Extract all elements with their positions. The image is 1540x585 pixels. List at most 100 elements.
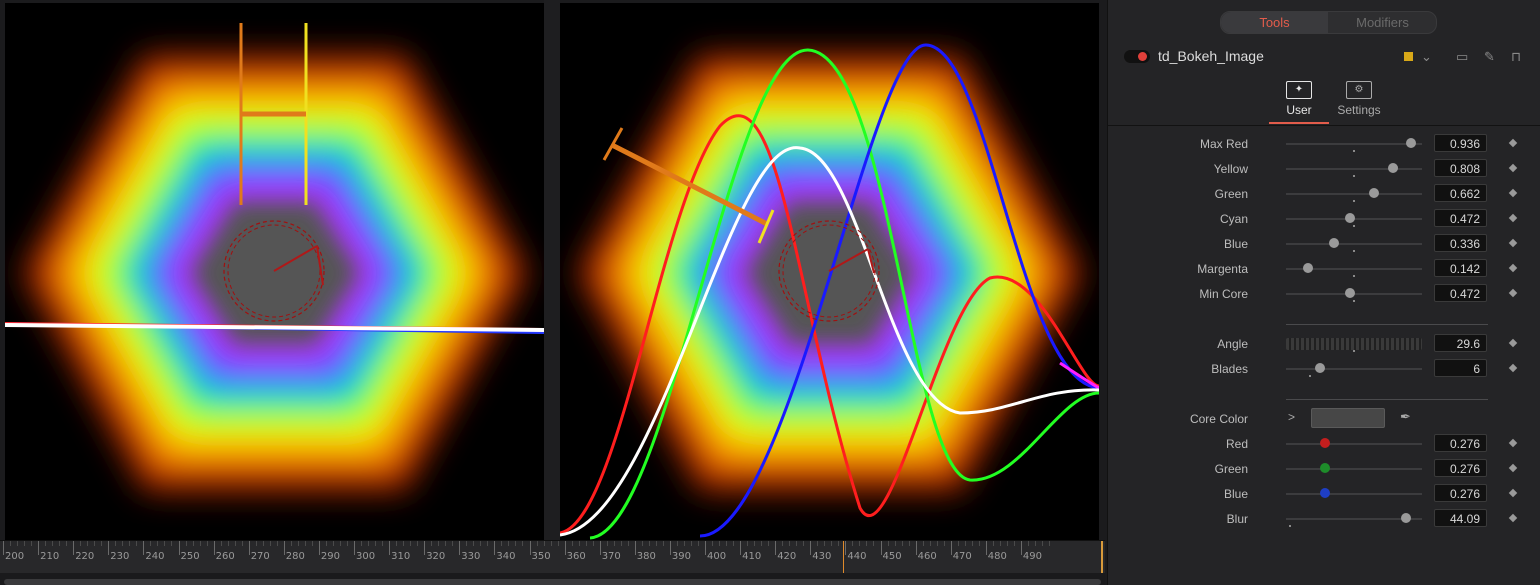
angle-gizmo[interactable] [223, 220, 325, 322]
angle-row: Angle 29.6 [1108, 332, 1540, 357]
timeline-tick-minor [613, 541, 615, 546]
timeline-tick-label: 470 [952, 551, 972, 562]
core-blue-slider[interactable] [1286, 493, 1422, 495]
min-core-keyframe-icon[interactable] [1508, 288, 1518, 298]
min-core-value-field[interactable]: 0.472 [1434, 284, 1487, 302]
yellow-label: Yellow [1213, 162, 1248, 176]
viewer-left[interactable] [5, 3, 544, 540]
node-color-chip[interactable] [1404, 52, 1413, 61]
subtab-user[interactable]: ✦ User [1269, 81, 1329, 117]
chevron-down-icon[interactable]: ⌄ [1421, 49, 1432, 64]
core-color-row: Core Color > ✒ [1108, 407, 1540, 432]
margenta-slider-knob[interactable] [1302, 263, 1313, 273]
core-green-value-field[interactable]: 0.276 [1434, 459, 1487, 477]
core-red-slider-knob[interactable] [1320, 438, 1331, 448]
timeline-tick-label: 380 [636, 551, 656, 562]
blades-slider[interactable] [1286, 368, 1422, 370]
yellow-slider-knob[interactable] [1388, 163, 1399, 173]
max-red-slider[interactable] [1286, 143, 1422, 145]
cyan-value-field[interactable]: 0.472 [1434, 209, 1487, 227]
node-enable-toggle[interactable] [1124, 50, 1150, 63]
timeline-tick-minor [241, 541, 243, 546]
timeline-tick-label: 270 [250, 551, 270, 562]
timeline-tick-major [599, 541, 601, 555]
angle-value-field[interactable]: 29.6 [1434, 334, 1487, 352]
yellow-value-field[interactable]: 0.808 [1434, 159, 1487, 177]
timeline-tick-major [915, 541, 917, 555]
angle-handle[interactable] [610, 142, 769, 227]
margenta-slider[interactable] [1286, 268, 1422, 270]
timeline-tick-minor [782, 541, 784, 546]
timeline-tick-minor [339, 541, 341, 546]
tab-modifiers[interactable]: Modifiers [1356, 15, 1409, 30]
timeline-tick-minor [234, 541, 236, 546]
core-green-slider[interactable] [1286, 468, 1422, 470]
margenta-value-field[interactable]: 0.142 [1434, 259, 1487, 277]
min-core-label: Min Core [1199, 287, 1248, 301]
blue-value-field[interactable]: 0.336 [1434, 234, 1487, 252]
margenta-keyframe-icon[interactable] [1508, 263, 1518, 273]
eyedropper-icon[interactable]: ✒ [1400, 409, 1411, 424]
timeline-tick-minor [852, 541, 854, 546]
green-slider-knob[interactable] [1369, 188, 1380, 198]
blur-slider[interactable] [1286, 518, 1422, 520]
viewer-divider[interactable] [544, 0, 560, 540]
max-red-keyframe-icon[interactable] [1508, 138, 1518, 148]
blur-slider-knob[interactable] [1400, 513, 1411, 523]
timeline-tick-minor [768, 541, 770, 546]
blue-slider-knob[interactable] [1328, 238, 1339, 248]
timeline-scrollbar[interactable] [4, 579, 1101, 585]
angle-keyframe-icon[interactable] [1508, 338, 1518, 348]
timeline-tick-minor [122, 541, 124, 546]
node-name[interactable]: td_Bokeh_Image [1158, 48, 1264, 64]
core-green-slider-knob[interactable] [1320, 463, 1331, 473]
core-red-slider[interactable] [1286, 443, 1422, 445]
core-red-keyframe-icon[interactable] [1508, 438, 1518, 448]
render-end-marker[interactable] [1101, 541, 1103, 574]
blue-keyframe-icon[interactable] [1508, 238, 1518, 248]
blur-value-field[interactable]: 44.09 [1434, 509, 1487, 527]
user-controls-icon: ✦ [1286, 81, 1312, 99]
angle-thumbwheel[interactable] [1286, 338, 1422, 350]
green-keyframe-icon[interactable] [1508, 188, 1518, 198]
yellow-slider[interactable] [1286, 168, 1422, 170]
playhead[interactable] [843, 541, 844, 574]
tab-tools[interactable]: Tools [1221, 12, 1328, 33]
max-red-slider-knob[interactable] [1405, 138, 1416, 148]
cyan-slider-knob[interactable] [1345, 213, 1356, 223]
core-blue-value-field[interactable]: 0.276 [1434, 484, 1487, 502]
timeline-tick-major [740, 541, 742, 555]
subtab-settings[interactable]: ⚙ Settings [1329, 81, 1389, 117]
angle-gizmo-right[interactable] [778, 220, 880, 322]
max-red-value-field[interactable]: 0.936 [1434, 134, 1487, 152]
green-slider[interactable] [1286, 193, 1422, 195]
blades-value-field[interactable]: 6 [1434, 359, 1487, 377]
core-blue-keyframe-icon[interactable] [1508, 488, 1518, 498]
max-red-row: Max Red 0.936 [1108, 132, 1540, 157]
min-core-slider-knob[interactable] [1345, 288, 1356, 298]
core-green-keyframe-icon[interactable] [1508, 463, 1518, 473]
min-core-row: Min Core 0.472 [1108, 282, 1540, 307]
timeline-ruler[interactable]: 200 210 220 230 240 250 260 270 280 290 300 310 320 3… [0, 540, 1105, 574]
timeline-tick-minor [129, 541, 131, 546]
pin-icon[interactable]: ✎ [1484, 49, 1495, 64]
chevron-right-icon[interactable]: > [1288, 410, 1296, 424]
core-blue-slider-knob[interactable] [1320, 488, 1331, 498]
blades-keyframe-icon[interactable] [1508, 363, 1518, 373]
blur-keyframe-icon[interactable] [1508, 513, 1518, 523]
timeline-tick-minor [719, 541, 721, 546]
core-color-swatch[interactable] [1311, 408, 1385, 428]
bokeh-image-right [560, 43, 1099, 540]
cyan-keyframe-icon[interactable] [1508, 213, 1518, 223]
viewer-right[interactable] [560, 3, 1099, 540]
lock-icon[interactable]: ⊓ [1511, 49, 1522, 64]
timeline-tick-major [845, 541, 847, 555]
green-value-field[interactable]: 0.662 [1434, 184, 1487, 202]
versions-icon[interactable]: ▭ [1456, 49, 1469, 64]
core-red-value-field[interactable]: 0.276 [1434, 434, 1487, 452]
timeline-tick-minor [466, 541, 468, 546]
blue-slider[interactable] [1286, 243, 1422, 245]
blades-slider-knob[interactable] [1315, 363, 1325, 373]
yellow-keyframe-icon[interactable] [1508, 163, 1518, 173]
angle-label: Angle [1217, 337, 1248, 351]
